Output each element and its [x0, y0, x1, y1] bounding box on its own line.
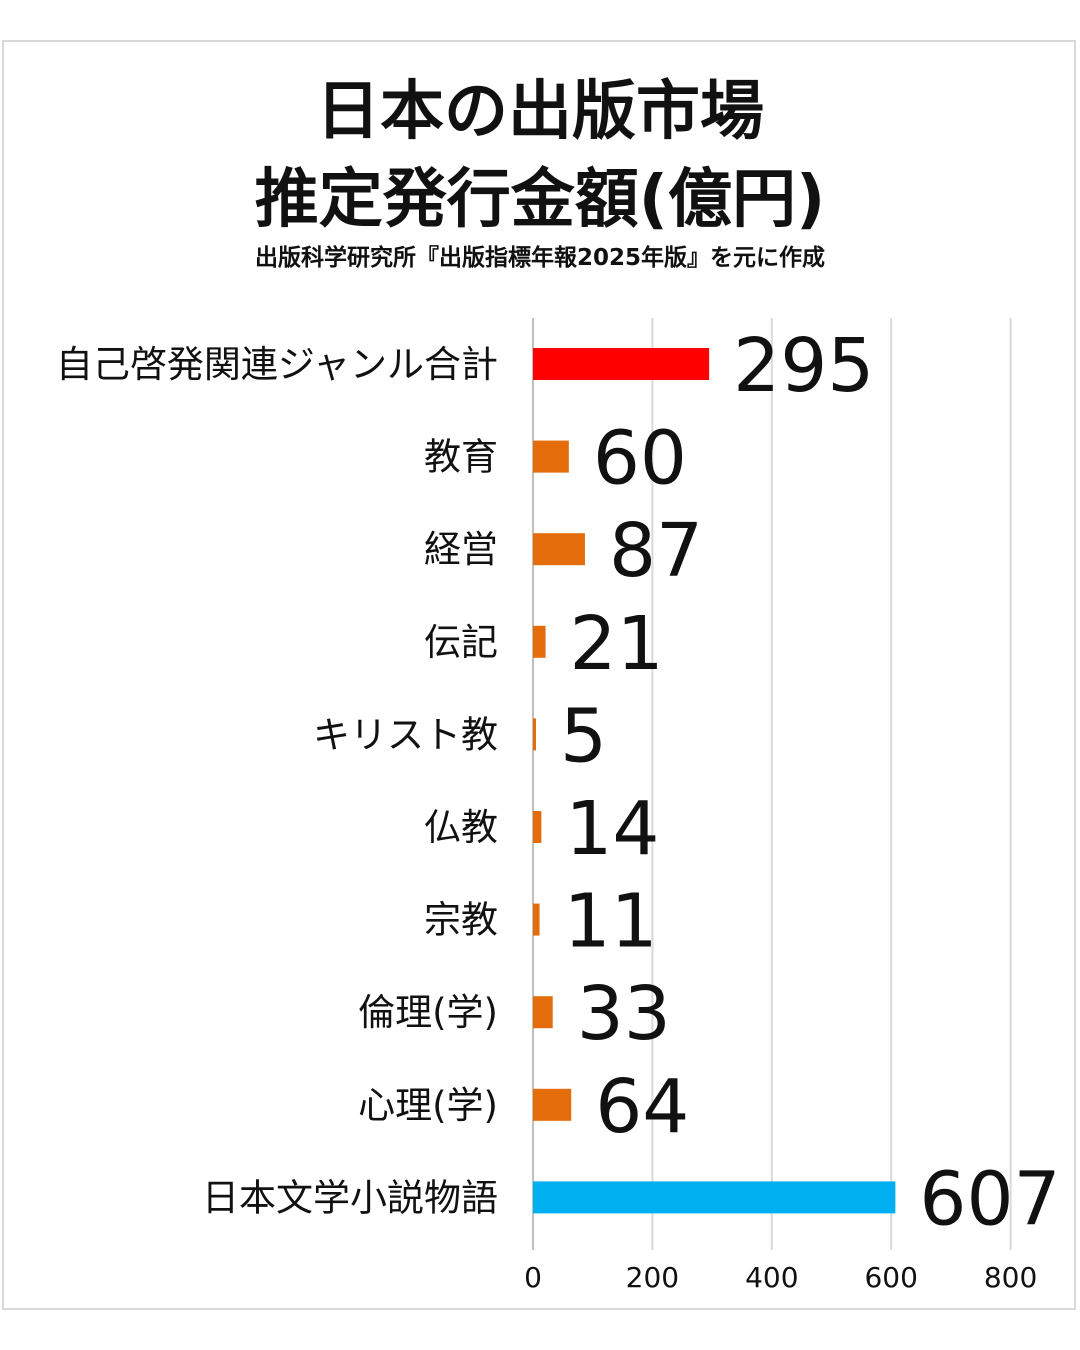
category-label: キリスト教: [313, 713, 498, 756]
x-tick-label: 400: [745, 1261, 798, 1294]
data-label: 607: [919, 1156, 1060, 1242]
category-label: 仏教: [424, 806, 498, 849]
data-label: 60: [593, 416, 687, 502]
chart-title-line2: 推定発行金額(億円): [254, 163, 826, 237]
category-label: 心理(学): [358, 1084, 498, 1127]
chart-source-note: 出版科学研究所『出版指標年報2025年版』を元に作成: [254, 245, 825, 271]
data-label: 33: [577, 971, 671, 1057]
category-label: 自己啓発関連ジャンル合計: [56, 343, 498, 386]
data-label: 11: [564, 879, 658, 965]
x-tick-label: 800: [984, 1261, 1037, 1294]
bar: [533, 1181, 896, 1214]
bar: [533, 903, 540, 936]
category-label: 教育: [424, 436, 498, 479]
data-label: 21: [570, 601, 664, 687]
bar: [533, 440, 569, 473]
x-tick-label: 600: [864, 1261, 917, 1294]
bar: [533, 718, 536, 751]
bar: [533, 1088, 572, 1121]
bar: [533, 625, 546, 658]
chart-title-line1: 日本の出版市場: [316, 75, 764, 149]
category-label: 経営: [424, 528, 498, 571]
category-label: 倫理(学): [358, 991, 498, 1034]
category-label: 伝記: [424, 621, 498, 664]
category-label: 宗教: [424, 899, 498, 942]
bar: [533, 348, 710, 380]
data-label: 5: [560, 693, 607, 779]
bar: [533, 811, 542, 843]
data-label: 64: [595, 1064, 689, 1150]
data-label: 295: [733, 323, 874, 409]
x-tick-label: 200: [626, 1261, 679, 1294]
bar: [533, 996, 553, 1029]
bar: [533, 533, 585, 566]
x-tick-label: 0: [524, 1261, 542, 1294]
data-label: 14: [565, 786, 659, 872]
data-label: 87: [609, 508, 703, 594]
category-label: 日本文学小説物語: [202, 1176, 498, 1219]
